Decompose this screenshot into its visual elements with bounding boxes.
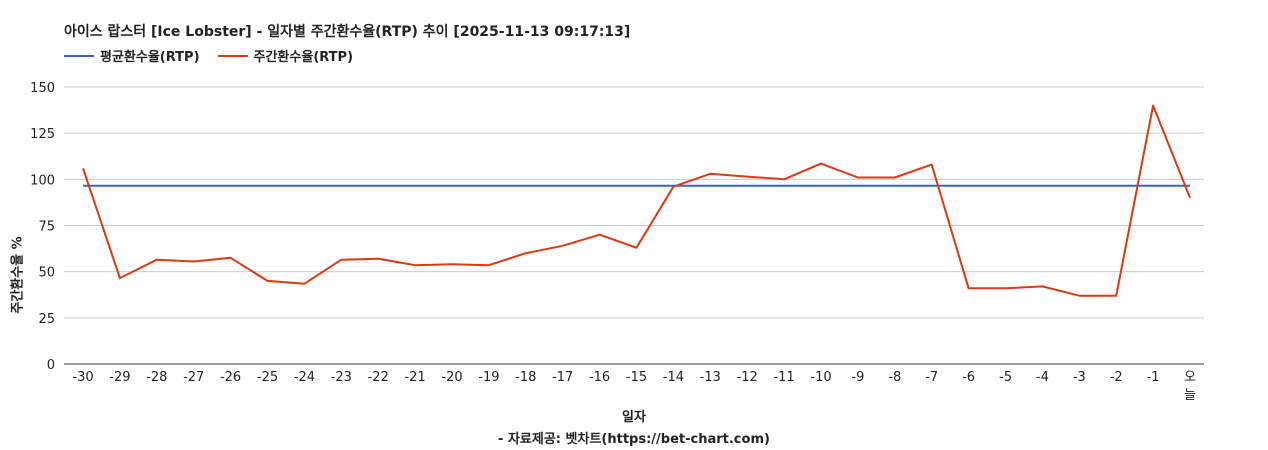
x-tick-label: -11 — [773, 370, 794, 385]
series-line-weekly — [82, 104, 1191, 297]
x-tick-label: -14 — [663, 370, 684, 385]
x-tick-label: 늘 — [1184, 388, 1196, 403]
x-tick-label: -1 — [1147, 370, 1160, 385]
y-tick-label: 100 — [30, 173, 55, 188]
x-tick-label: 오 — [1184, 370, 1196, 385]
x-tick-label: -3 — [1073, 370, 1086, 385]
legend-swatch-average — [64, 54, 94, 57]
x-tick-label: -27 — [183, 370, 204, 385]
x-tick-label: -4 — [1036, 370, 1049, 385]
legend-label-average: 평균환수율(RTP) — [100, 50, 200, 65]
x-tick-label: -30 — [72, 370, 93, 385]
source-credit: - 자료제공: 벳차트(https://bet-chart.com) — [498, 432, 770, 447]
x-axis-label: 일자 — [622, 410, 646, 425]
legend-item-average[interactable]: 평균환수율(RTP) — [64, 46, 200, 65]
x-tick-label: -7 — [925, 370, 938, 385]
x-tick-label: -9 — [851, 370, 864, 385]
x-tick-label: -12 — [737, 370, 758, 385]
x-tick-label: -2 — [1110, 370, 1123, 385]
x-tick-label: -25 — [257, 370, 278, 385]
x-tick-label: -24 — [294, 370, 315, 385]
legend-item-weekly[interactable]: 주간환수율(RTP) — [217, 46, 354, 65]
x-tick-label: -19 — [478, 370, 499, 385]
x-tick-label: -26 — [220, 370, 241, 385]
y-tick-label: 125 — [30, 127, 55, 142]
x-tick-label: -29 — [109, 370, 130, 385]
x-tick-label: -6 — [962, 370, 975, 385]
chart-legend: 평균환수율(RTP) 주간환수율(RTP) — [64, 46, 371, 65]
x-tick-label: -15 — [626, 370, 647, 385]
y-tick-label: 150 — [30, 81, 55, 96]
x-tick-label: -13 — [700, 370, 721, 385]
y-tick-label: 25 — [38, 312, 55, 327]
x-tick-label: -20 — [441, 370, 462, 385]
y-axis-label-wrap: 주간환수율 % — [4, 225, 28, 325]
x-tick-label: -8 — [888, 370, 901, 385]
legend-label-weekly: 주간환수율(RTP) — [253, 50, 354, 65]
x-tick-label: -28 — [146, 370, 167, 385]
y-tick-label: 50 — [38, 266, 55, 281]
x-tick-label: -17 — [552, 370, 573, 385]
x-tick-label: -18 — [515, 370, 536, 385]
chart-title: 아이스 랍스터 [Ice Lobster] - 일자별 주간환수율(RTP) 추… — [64, 24, 631, 40]
x-tick-label: -23 — [331, 370, 352, 385]
legend-swatch-weekly — [217, 54, 248, 57]
x-tick-label: -21 — [404, 370, 425, 385]
x-tick-label: -5 — [999, 370, 1012, 385]
y-tick-label: 0 — [47, 358, 55, 373]
y-tick-label: 75 — [38, 220, 55, 235]
x-tick-label: -22 — [368, 370, 389, 385]
y-axis-label: 주간환수율 % — [10, 236, 26, 314]
x-tick-label: -10 — [810, 370, 831, 385]
x-tick-label: -16 — [589, 370, 610, 385]
